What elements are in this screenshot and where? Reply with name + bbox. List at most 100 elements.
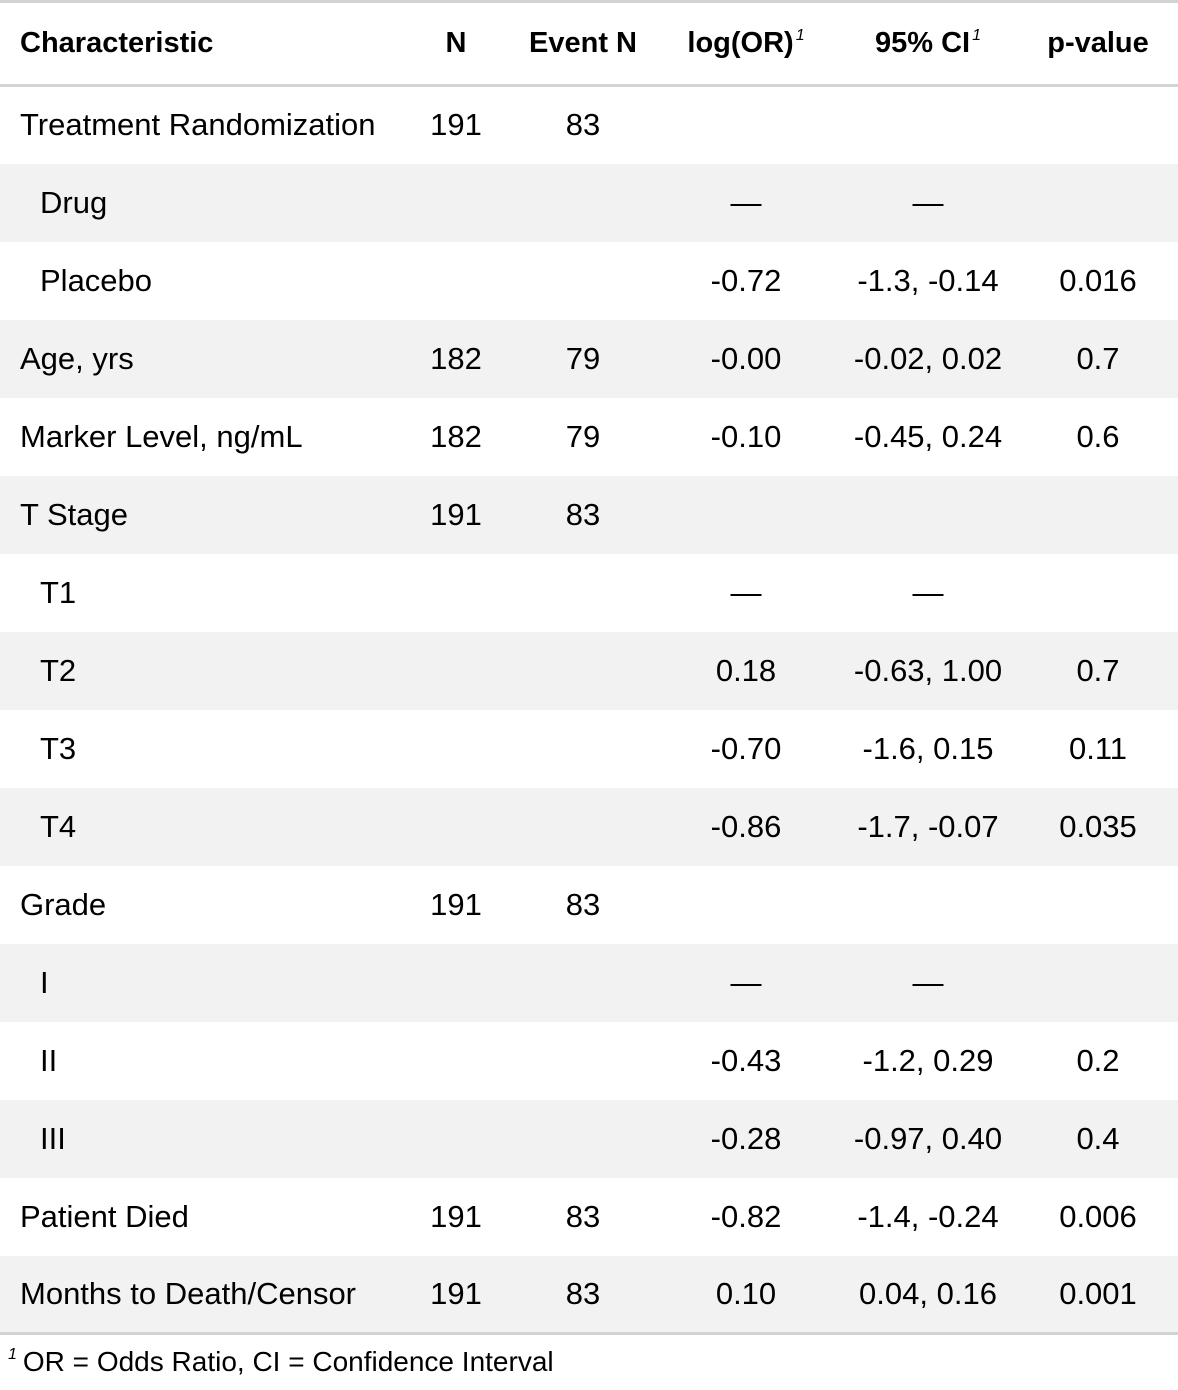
cell-p-value: 0.2 (1076, 1042, 1120, 1078)
table-row: T1 — — (0, 554, 1178, 632)
table-body: Treatment Randomization 191 83 Drug — — … (0, 86, 1178, 1334)
cell-log-or: -0.86 (710, 808, 782, 844)
cell-log-or: — (730, 964, 762, 1000)
cell-p-value: 0.7 (1076, 340, 1120, 376)
cell-p-value: 0.016 (1059, 262, 1137, 298)
cell-n: 191 (430, 496, 482, 532)
footnote-marker: 1 (795, 27, 805, 44)
cell-n (400, 632, 512, 710)
cell-event-n: 83 (565, 886, 601, 922)
cell-n (400, 788, 512, 866)
cell-event-n: 83 (565, 496, 601, 532)
row-label: T4 (40, 808, 77, 844)
cell-ci: -1.7, -0.07 (857, 808, 999, 844)
cell-p-value (1018, 476, 1178, 554)
cell-log-or: -0.28 (710, 1120, 782, 1156)
table-row: Months to Death/Censor 191 83 0.10 0.04,… (0, 1255, 1178, 1334)
cell-p-value: 0.6 (1076, 418, 1120, 454)
row-label: Placebo (40, 262, 153, 298)
row-label: I (40, 964, 49, 1000)
cell-ci: -1.2, 0.29 (862, 1042, 994, 1078)
table-row: T3 -0.70 -1.6, 0.15 0.11 (0, 710, 1178, 788)
cell-n: 191 (430, 1198, 482, 1234)
cell-event-n: 79 (565, 418, 601, 454)
cell-event-n: 79 (565, 340, 601, 376)
cell-n (400, 1100, 512, 1178)
cell-event-n (512, 1022, 654, 1100)
cell-p-value (1018, 866, 1178, 944)
table-row: T Stage 191 83 (0, 475, 1178, 554)
row-label: Age, yrs (20, 340, 134, 376)
cell-n (400, 164, 512, 242)
cell-ci: — (912, 574, 944, 610)
cell-ci: — (912, 964, 944, 1000)
cell-p-value (1018, 944, 1178, 1022)
cell-n (400, 554, 512, 632)
row-label: T2 (40, 652, 77, 688)
cell-n (400, 242, 512, 320)
table-header: Characteristic N Event N log(OR) 1 95% CI… (0, 1, 1178, 86)
cell-n (400, 710, 512, 788)
row-label: Marker Level, ng/mL (20, 418, 303, 454)
cell-n (400, 944, 512, 1022)
cell-ci: -0.45, 0.24 (853, 418, 1003, 454)
cell-log-or: -0.10 (710, 418, 782, 454)
cell-n: 182 (430, 418, 482, 454)
row-label: Months to Death/Censor (20, 1275, 357, 1311)
cell-ci: — (912, 184, 944, 220)
regression-table-container: Characteristic N Event N log(OR) 1 95% CI… (0, 1, 1178, 1334)
cell-event-n (512, 710, 654, 788)
cell-log-or (654, 866, 838, 944)
header-p-value: p-value (1047, 27, 1149, 59)
cell-ci: -1.4, -0.24 (857, 1198, 999, 1234)
cell-log-or: -0.70 (710, 730, 782, 766)
header-event-n: Event N (529, 27, 637, 59)
cell-n (400, 1022, 512, 1100)
cell-event-n (512, 164, 654, 242)
table-row: T2 0.18 -0.63, 1.00 0.7 (0, 631, 1178, 710)
row-label: T3 (40, 730, 77, 766)
row-label: Grade (20, 886, 107, 922)
cell-event-n (512, 554, 654, 632)
header-ci: 95% CI 1 (874, 27, 981, 59)
row-label: T Stage (20, 496, 129, 532)
cell-log-or: -0.00 (710, 340, 782, 376)
cell-ci: -1.6, 0.15 (862, 730, 994, 766)
cell-ci (838, 866, 1018, 944)
table-row: Grade 191 83 (0, 866, 1178, 944)
cell-log-or (654, 476, 838, 554)
row-label: Drug (40, 184, 108, 220)
cell-p-value: 0.001 (1059, 1275, 1137, 1311)
cell-ci: -0.63, 1.00 (853, 652, 1003, 688)
header-row: Characteristic N Event N log(OR) 1 95% CI… (0, 1, 1178, 86)
footnote-marker: 1 (972, 27, 981, 44)
cell-log-or: — (730, 184, 762, 220)
table-row: T4 -0.86 -1.7, -0.07 0.035 (0, 787, 1178, 866)
cell-p-value: 0.006 (1059, 1198, 1137, 1234)
cell-p-value: 0.7 (1076, 652, 1120, 688)
table-row: Placebo -0.72 -1.3, -0.14 0.016 (0, 242, 1178, 320)
table-row: Patient Died 191 83 -0.82 -1.4, -0.24 0.… (0, 1178, 1178, 1256)
table-row: II -0.43 -1.2, 0.29 0.2 (0, 1022, 1178, 1100)
cell-n: 182 (430, 340, 482, 376)
cell-event-n (512, 788, 654, 866)
cell-log-or: — (730, 574, 762, 610)
cell-ci: 0.04, 0.16 (859, 1275, 997, 1311)
cell-event-n (512, 242, 654, 320)
cell-event-n (512, 632, 654, 710)
table-row: III -0.28 -0.97, 0.40 0.4 (0, 1099, 1178, 1178)
table-row: Age, yrs 182 79 -0.00 -0.02, 0.02 0.7 (0, 319, 1178, 398)
header-characteristic: Characteristic (20, 27, 214, 59)
regression-table: Characteristic N Event N log(OR) 1 95% CI… (0, 1, 1178, 1334)
cell-log-or: -0.43 (710, 1042, 782, 1078)
row-label: Treatment Randomization (20, 107, 376, 143)
cell-event-n (512, 1100, 654, 1178)
cell-log-or: -0.72 (710, 262, 782, 298)
row-label: III (40, 1120, 66, 1156)
cell-event-n: 83 (565, 107, 601, 143)
cell-n: 191 (430, 107, 482, 143)
table-footnote: 1 OR = Odds Ratio, CI = Confidence Interv… (8, 1346, 554, 1378)
header-log-or: log(OR) 1 (687, 27, 805, 59)
cell-event-n: 83 (565, 1275, 601, 1311)
footnote-marker: 1 (8, 1346, 17, 1363)
